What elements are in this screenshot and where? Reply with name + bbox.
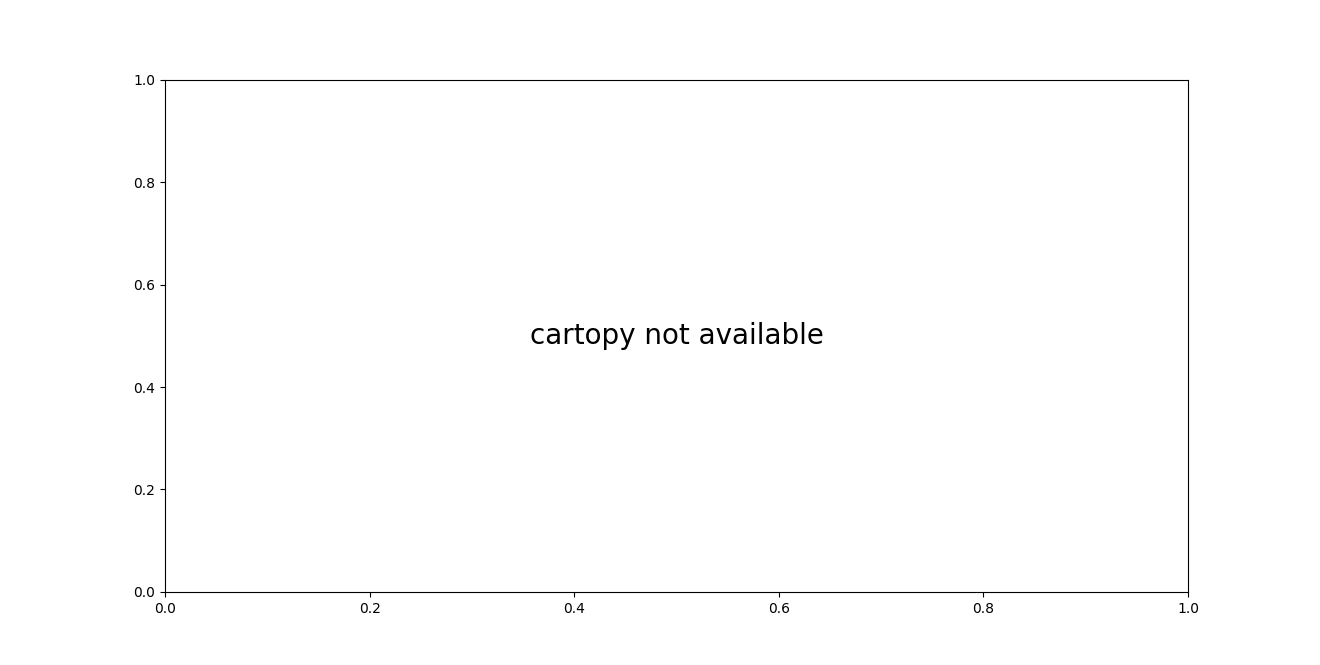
Text: cartopy not available: cartopy not available [529,322,824,350]
